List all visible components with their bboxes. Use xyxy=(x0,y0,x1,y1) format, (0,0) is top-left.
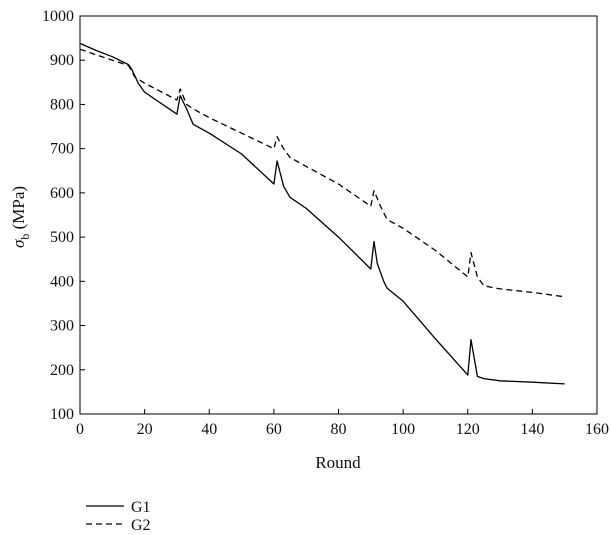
series-line-g2 xyxy=(79,48,565,298)
x-tick-label: 140 xyxy=(520,421,544,438)
x-tick-label: 100 xyxy=(391,421,415,438)
y-tick-label: 1000 xyxy=(42,8,74,25)
x-tick-label: 40 xyxy=(201,421,217,438)
y-tick-label: 400 xyxy=(50,273,74,290)
y-tick-label: 900 xyxy=(50,52,74,69)
x-axis-label: Round xyxy=(315,453,361,472)
legend-label-g1: G1 xyxy=(131,499,151,516)
y-tick-label: 600 xyxy=(50,185,74,202)
x-tick-label: 120 xyxy=(456,421,480,438)
plot-frame xyxy=(79,15,598,415)
axes: 0 20 40 60 80 100 120 140 160 100 200 300 400 500 600 7… xyxy=(42,8,609,438)
x-tick-label: 20 xyxy=(137,421,153,438)
y-tick-label: 100 xyxy=(50,406,74,423)
y-tick-label: 700 xyxy=(50,141,74,158)
y-axis-label-unit: (MPa) xyxy=(9,186,28,234)
y-tick-label: 300 xyxy=(50,318,74,335)
y-axis-label-subscript: b xyxy=(18,234,32,240)
x-tick-label: 160 xyxy=(585,421,609,438)
series-line-g1 xyxy=(79,42,565,385)
x-tick-label: 0 xyxy=(76,421,84,438)
y-axis-label-symbol: σ xyxy=(9,239,28,248)
y-tick-label: 200 xyxy=(50,362,74,379)
y-tick-label: 800 xyxy=(50,96,74,113)
legend-label-g2: G2 xyxy=(131,517,151,534)
series-lines xyxy=(79,42,565,385)
legend: G1 G2 xyxy=(86,499,151,534)
y-tick-label: 500 xyxy=(50,229,74,246)
x-tick-label: 60 xyxy=(266,421,282,438)
x-tick-label: 80 xyxy=(331,421,347,438)
y-axis-label: σb (MPa) xyxy=(9,186,32,248)
